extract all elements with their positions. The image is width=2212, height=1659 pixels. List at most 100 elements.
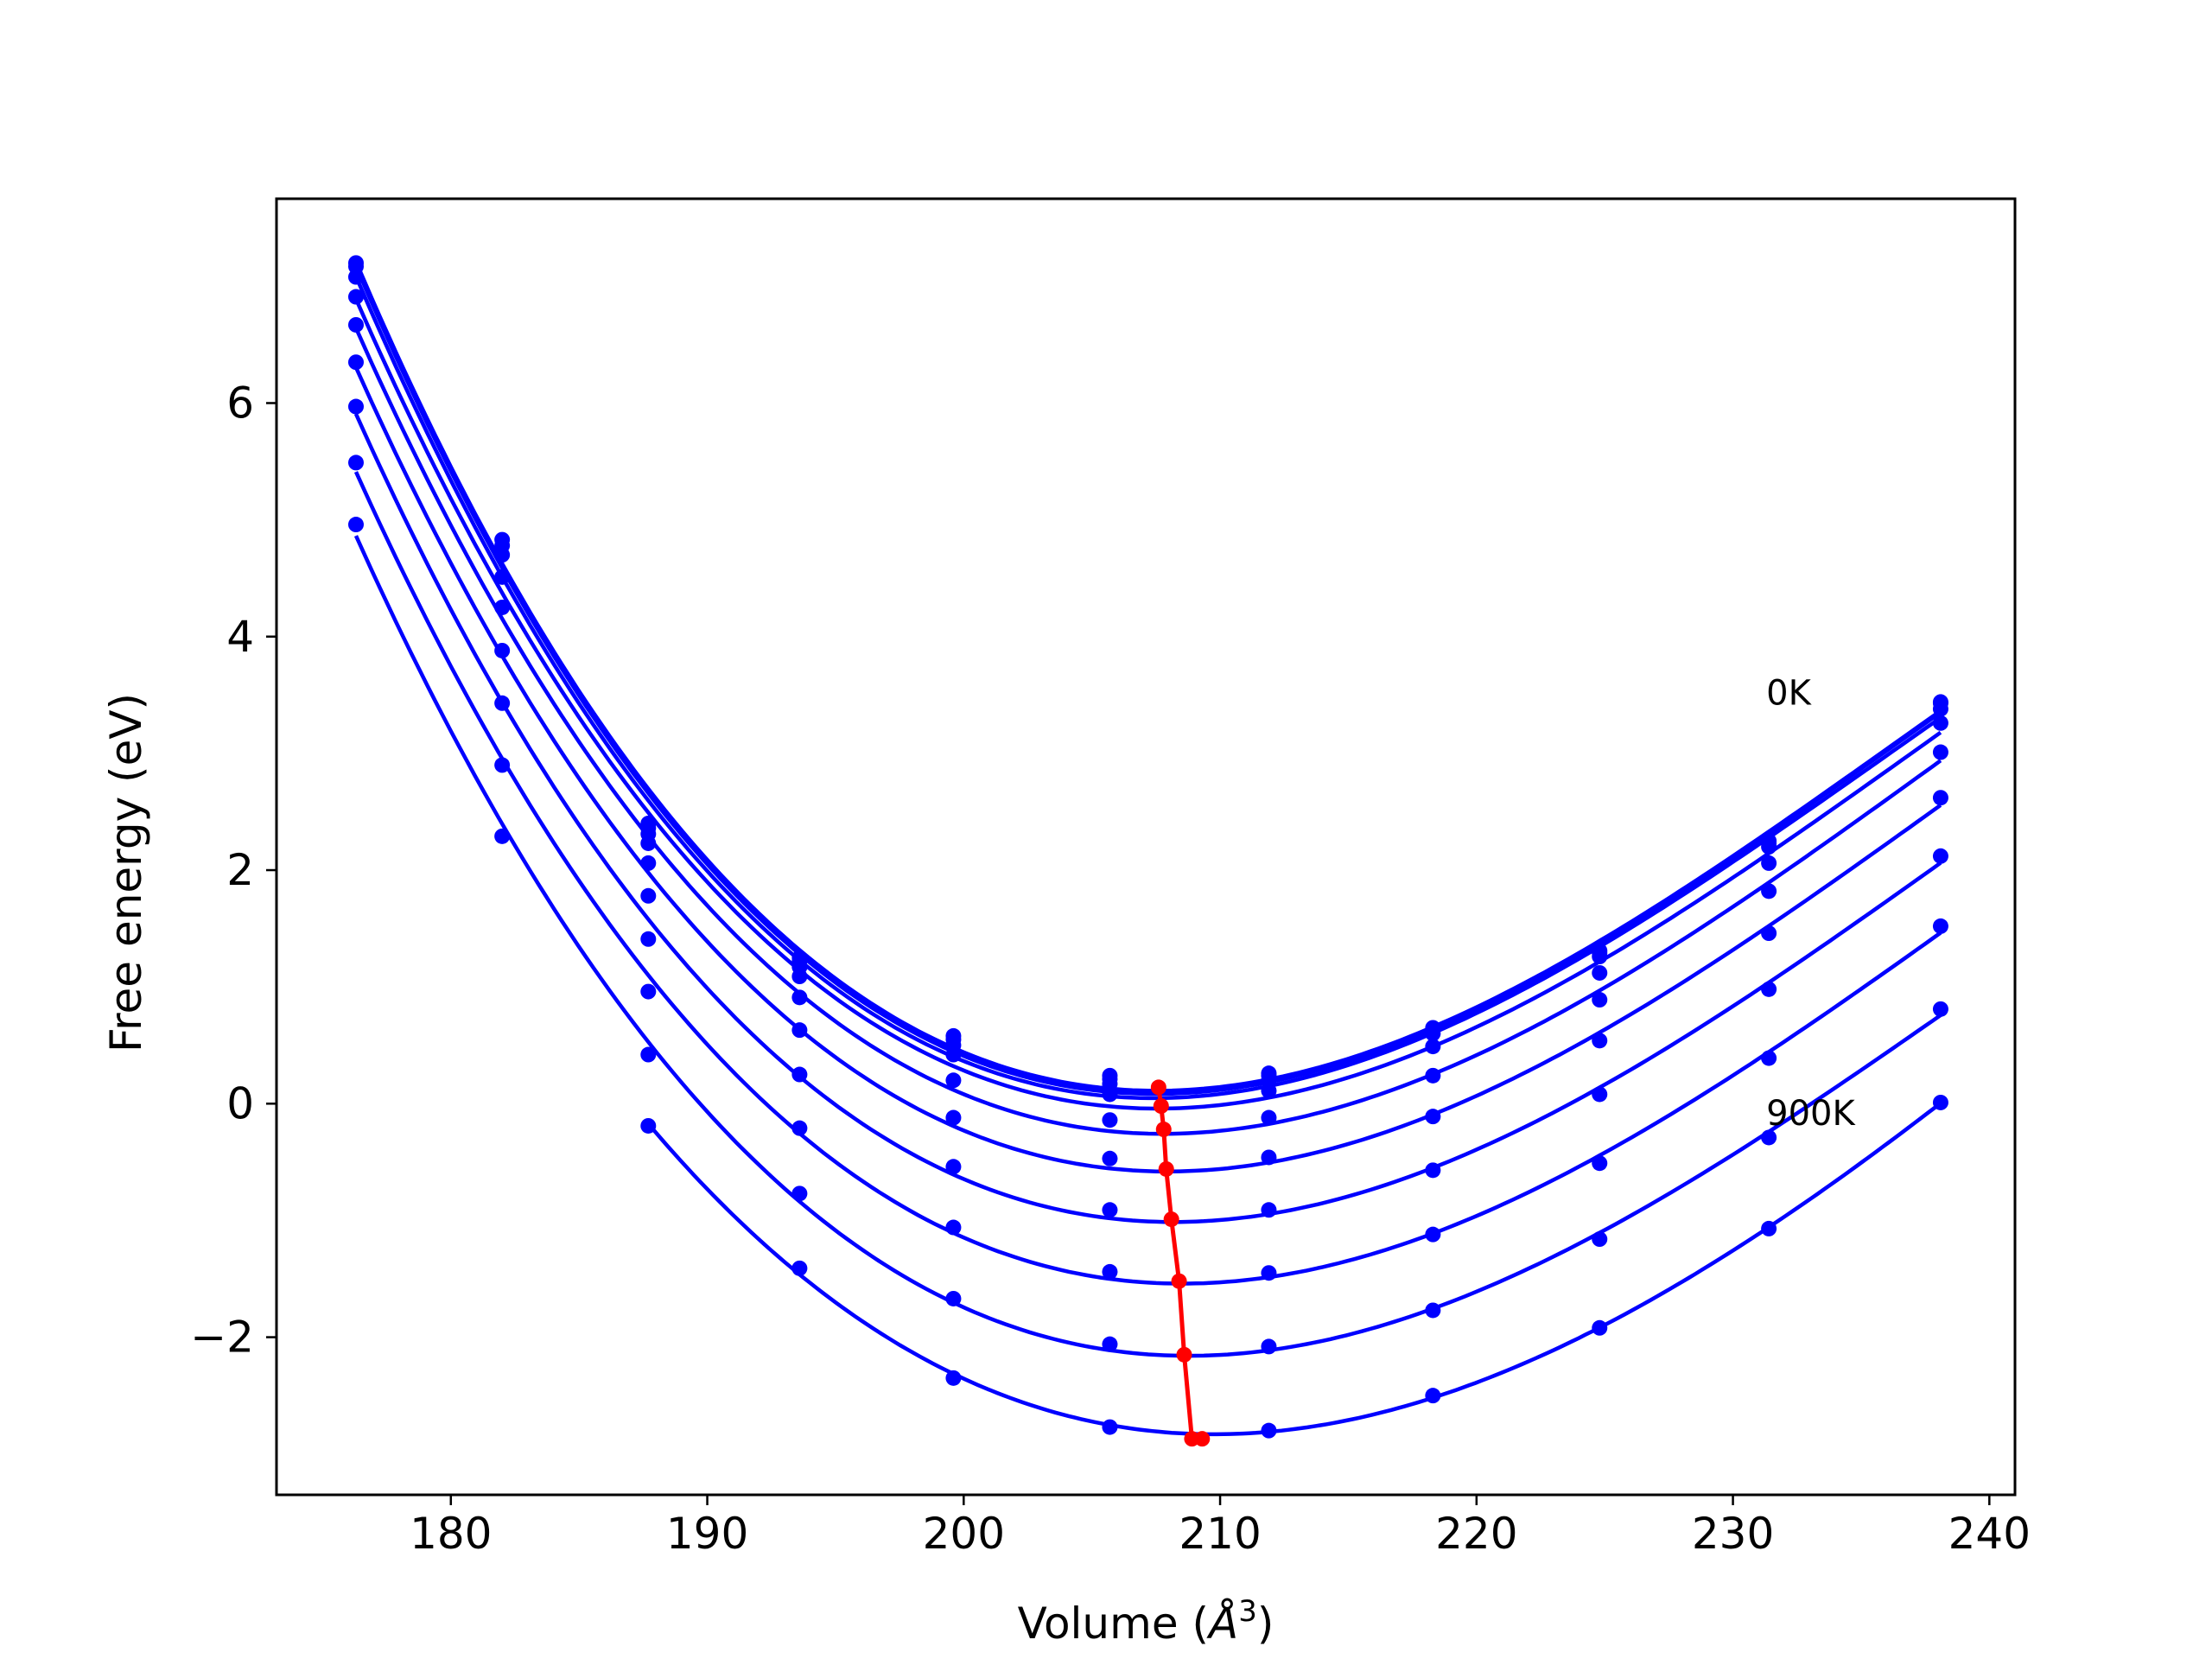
data-point [1932,701,1948,717]
data-point [1592,1319,1608,1336]
data-point [791,1185,808,1202]
data-point [494,569,511,585]
minimum-point [1171,1273,1187,1289]
x-axis-label: Volume (Å3) [1018,1594,1274,1649]
data-point [1761,839,1777,855]
data-point [1102,1263,1118,1280]
data-point [945,1109,962,1126]
data-point [494,828,511,844]
fit-curve-5 [353,327,1942,1136]
x-axis-label-exponent: 3 [1238,1594,1257,1629]
data-point [1592,1231,1608,1248]
data-point [945,1046,962,1063]
data-point [1261,1083,1277,1099]
data-point [640,931,657,947]
data-point [1592,964,1608,981]
fit-curve-10 [646,1101,1942,1437]
data-point [1761,1050,1777,1066]
curve-annotation: 900K [1766,1094,1856,1134]
data-point [1761,925,1777,941]
x-tick-label: 180 [410,1509,492,1559]
data-point [1592,1086,1608,1103]
data-point [347,454,364,471]
data-point [1761,1129,1777,1146]
data-point [1425,1226,1441,1243]
data-point [640,1117,657,1134]
curves-layer [353,261,1942,1437]
data-point [640,835,657,851]
data-point [1102,1086,1118,1103]
data-point [791,1120,808,1136]
data-point [1102,1112,1118,1128]
minima-layer [1150,1079,1211,1447]
data-point [1761,981,1777,997]
plot-frame [275,197,2017,1497]
data-point [1425,1109,1441,1125]
fit-curve-2 [353,265,1942,1096]
fit-curve-6 [353,366,1942,1174]
data-point [640,855,657,871]
minimum-point [1158,1160,1174,1177]
data-point [945,1290,962,1306]
data-point [1261,1109,1277,1126]
data-point [791,1260,808,1276]
data-point [1932,1001,1948,1017]
y-tick-label: 0 [226,1078,254,1128]
data-point [1592,1033,1608,1049]
data-point [1592,949,1608,965]
fit-curve-8 [353,471,1942,1286]
data-point [1102,1419,1118,1435]
data-point [347,316,364,333]
x-tick-label: 190 [666,1509,748,1559]
data-point [347,289,364,305]
x-axis-ticks: 180 190 200 210 220 230 240 [410,1495,2031,1559]
data-point [1425,1162,1441,1179]
data-point [1932,1094,1948,1110]
minimum-point [1163,1211,1179,1228]
data-point [347,517,364,533]
minimum-point [1153,1098,1169,1114]
data-point [1102,1202,1118,1218]
y-axis-label: Free energy (eV) [101,693,151,1052]
fit-curve-3 [353,276,1942,1101]
minimum-point [1176,1346,1192,1363]
data-point [347,269,364,285]
data-point [1261,1265,1277,1281]
data-point [494,547,511,563]
data-point [640,1046,657,1063]
fit-curve-4 [353,298,1942,1111]
data-point [945,1219,962,1236]
data-point [1932,790,1948,806]
data-point [640,983,657,1000]
data-point [1932,715,1948,731]
data-point [347,354,364,371]
data-point [791,969,808,984]
x-tick-label: 200 [923,1509,1005,1559]
data-point [1761,883,1777,899]
data-point [1592,1155,1608,1172]
curve-annotation: 0K [1766,674,1812,714]
minimum-point [1155,1122,1172,1138]
data-point [1761,1220,1777,1236]
data-point [791,1066,808,1083]
data-point [1932,918,1948,934]
data-point [791,989,808,1006]
data-point [494,642,511,658]
data-point [1932,744,1948,760]
data-point [1425,1067,1441,1084]
data-point [1261,1202,1277,1218]
x-axis-label-unit: Å [1206,1599,1238,1649]
data-point [1761,855,1777,871]
data-point [1425,1302,1441,1319]
fit-curve-9 [353,535,1942,1358]
y-tick-label: 4 [226,612,254,662]
data-point [1102,1150,1118,1166]
data-point [1425,1039,1441,1055]
data-point [1102,1336,1118,1352]
data-point [1261,1149,1277,1166]
x-tick-label: 230 [1692,1509,1774,1559]
minimum-point [1150,1079,1166,1096]
data-point [494,695,511,711]
data-point [1425,1026,1441,1042]
